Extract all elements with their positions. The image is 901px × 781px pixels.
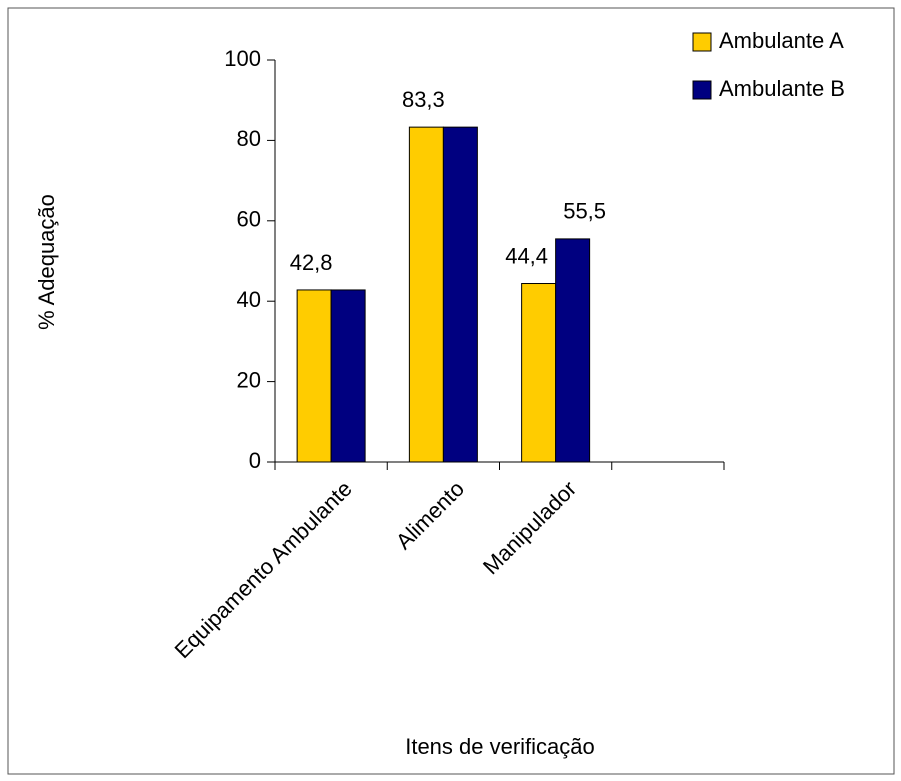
frame xyxy=(7,7,895,775)
x-tick-label: Alimento xyxy=(391,476,469,554)
bar xyxy=(442,126,478,463)
y-tick-label: 40 xyxy=(237,287,261,312)
legend-swatch xyxy=(692,32,712,52)
data-label: 44,4 xyxy=(505,243,548,268)
legend-label: Ambulante B xyxy=(719,76,845,101)
legend-swatch xyxy=(692,80,712,100)
bar xyxy=(330,289,366,463)
y-tick-label: 100 xyxy=(224,46,261,71)
bar xyxy=(521,283,557,463)
bar xyxy=(555,238,591,463)
x-tick-label: Equipamento Ambulante xyxy=(170,476,357,663)
y-tick-label: 0 xyxy=(249,448,261,473)
y-tick-label: 80 xyxy=(237,126,261,151)
data-label: 42,8 xyxy=(290,250,333,275)
bar xyxy=(408,126,444,463)
y-tick-label: 20 xyxy=(237,367,261,392)
y-axis-title: % Adequação xyxy=(34,194,59,330)
data-label: 83,3 xyxy=(402,87,445,112)
x-tick-label: Manipulador xyxy=(478,476,581,579)
y-tick-label: 60 xyxy=(237,207,261,232)
data-label: 55,5 xyxy=(563,199,606,224)
x-axis-title: Itens de verificação xyxy=(405,734,595,759)
bar xyxy=(296,289,332,463)
legend-label: Ambulante A xyxy=(719,28,844,53)
